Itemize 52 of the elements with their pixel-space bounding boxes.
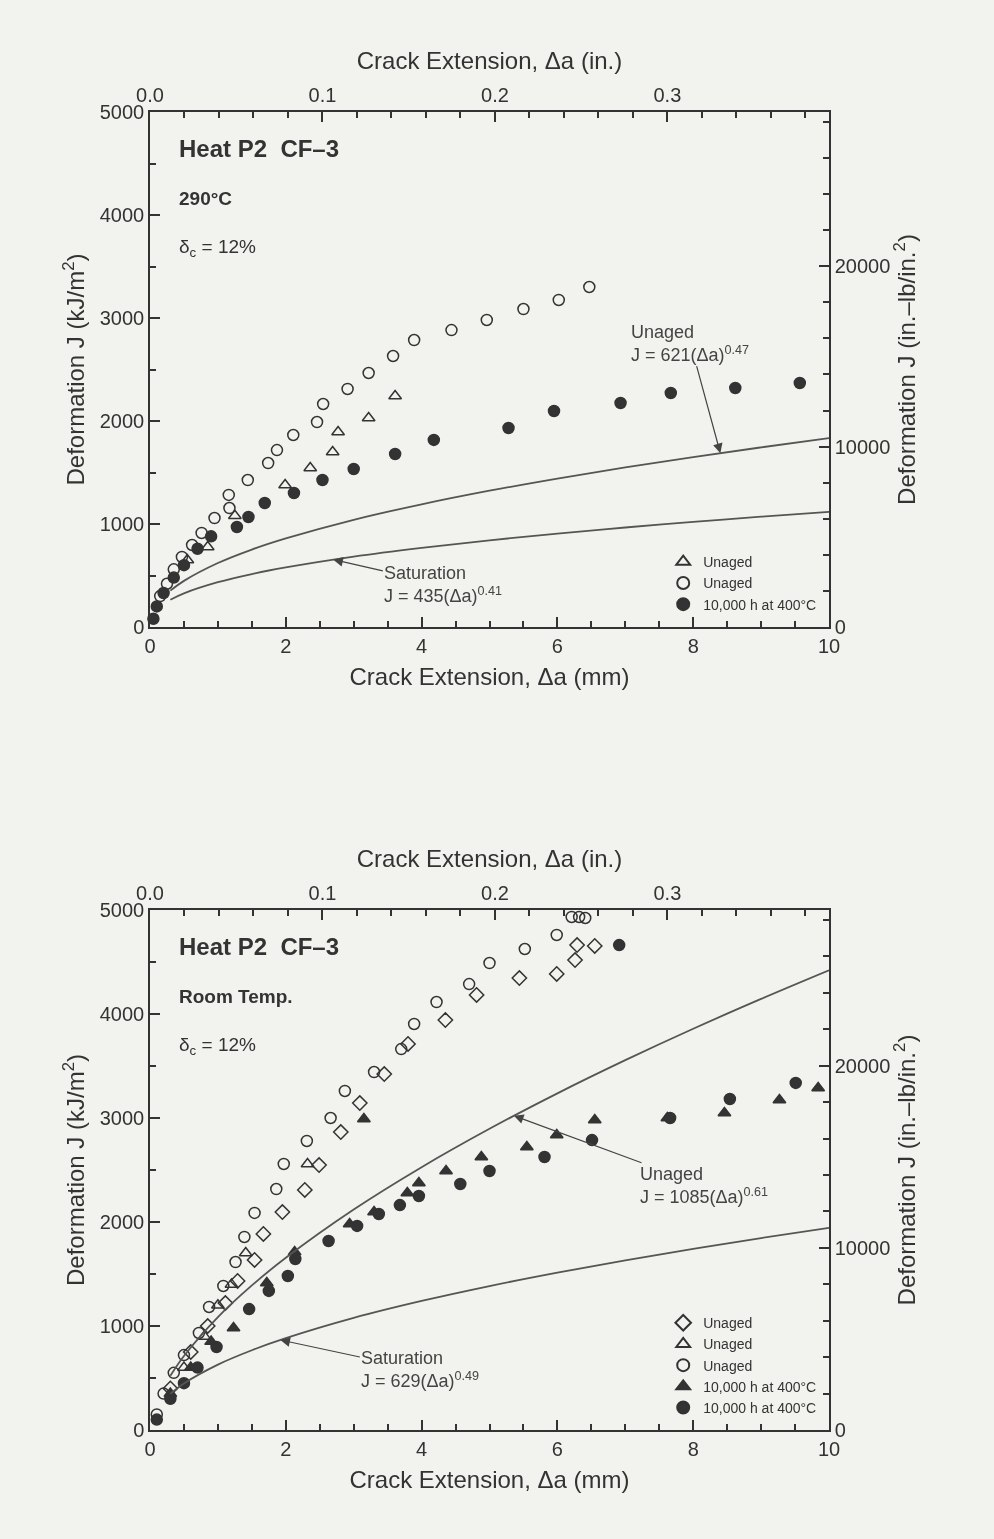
x-axis-title: Crack Extension, Δa (mm) xyxy=(349,662,630,690)
legend-label: Unaged xyxy=(703,1315,753,1332)
x-axis-title: Crack Extension, Δa (mm) xyxy=(349,1465,630,1493)
annotation: 290°C xyxy=(179,188,233,209)
x-tick-label: 4 xyxy=(416,1437,428,1460)
y-tick-label: 2000 xyxy=(99,1211,145,1233)
x2-tick-label: 0.2 xyxy=(481,84,509,107)
x2-tick-label: 0.3 xyxy=(653,882,682,905)
y-tick-label: 0 xyxy=(133,616,145,638)
y-tick-label: 3000 xyxy=(99,307,145,329)
y2-tick-label: 10000 xyxy=(834,435,891,458)
legend-label: 10,000 h at 400°C xyxy=(703,596,817,613)
y-tick-label: 5000 xyxy=(99,101,145,123)
annotation: Saturation J = 435(Δa)$^{0.41}$ xyxy=(384,563,503,607)
y2-tick-label: 20000 xyxy=(834,1054,891,1077)
x-tick-label: 4 xyxy=(416,634,428,657)
y-tick-label: 1000 xyxy=(99,513,145,535)
x-tick-label: 6 xyxy=(551,1437,563,1460)
x-tick-label: 8 xyxy=(687,1437,699,1460)
y-tick-label: 4000 xyxy=(99,204,145,226)
legend-label: Unaged xyxy=(703,1336,753,1353)
y-tick-label: 4000 xyxy=(99,1003,145,1025)
x-tick-label: 2 xyxy=(280,1437,292,1460)
x2-axis-title: Crack Extension, Δa (in.) xyxy=(356,844,623,872)
x2-axis-title: Crack Extension, Δa (in.) xyxy=(356,46,623,74)
y-tick-label: 3000 xyxy=(99,1107,145,1129)
annotation: Heat P2 CF–3 xyxy=(179,135,340,162)
annotation: δ$_{c}$ = 12% xyxy=(179,1034,257,1058)
y2-tick-label: 10000 xyxy=(834,1236,891,1259)
annotation: Heat P2 CF–3 xyxy=(179,933,340,960)
y-tick-label: 1000 xyxy=(99,1315,145,1337)
x2-tick-label: 0.2 xyxy=(481,882,509,905)
legend-label: Unaged xyxy=(703,1357,753,1374)
annotation: Saturation J = 629(Δa)$^{0.49}$ xyxy=(361,1348,480,1392)
y-tick-label: 2000 xyxy=(99,410,145,432)
x-tick-label: 2 xyxy=(280,634,292,657)
y2-tick-label: 20000 xyxy=(834,255,891,278)
y-tick-label: 5000 xyxy=(99,899,145,921)
legend-label: 10,000 h at 400°C xyxy=(703,1378,817,1395)
legend-label: Unaged xyxy=(703,575,753,592)
annotation: Unaged J = 1085(Δa)$^{0.61}$ xyxy=(640,1164,769,1208)
legend-label: 10,000 h at 400°C xyxy=(703,1399,817,1416)
x2-tick-label: 0.1 xyxy=(308,882,337,905)
annotation: Room Temp. xyxy=(179,986,293,1007)
y-tick-label: 0 xyxy=(133,1419,145,1441)
annotation: Unaged J = 621(Δa)$^{0.47}$ xyxy=(631,322,750,366)
x-tick-label: 8 xyxy=(687,634,699,657)
x2-tick-label: 0.3 xyxy=(653,84,682,107)
legend-label: Unaged xyxy=(703,554,753,571)
x-tick-label: 6 xyxy=(551,634,563,657)
x2-tick-label: 0.1 xyxy=(308,84,337,107)
annotation: δ$_{c}$ = 12% xyxy=(179,236,257,260)
